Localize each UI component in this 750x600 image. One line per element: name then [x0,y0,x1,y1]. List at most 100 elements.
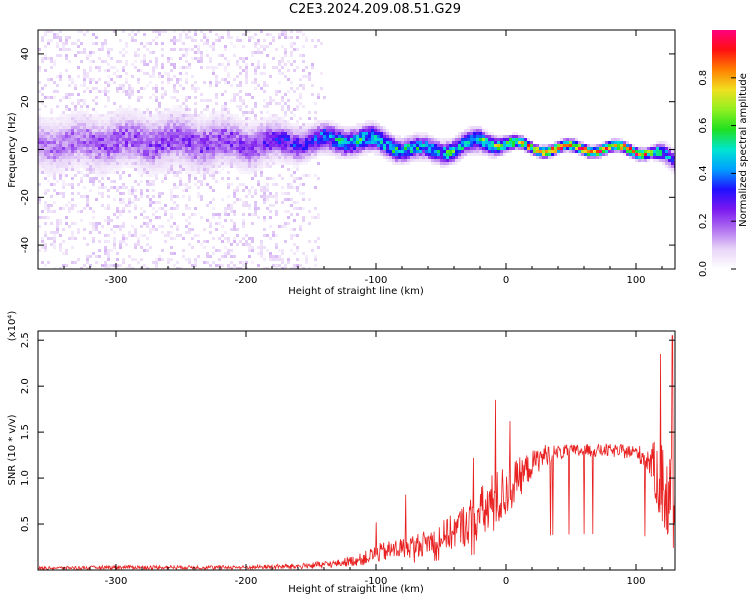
spectrogram-cell [206,165,209,168]
spectrogram-cell [119,228,122,231]
spectrogram-cell [74,159,77,162]
spectrogram-cell [197,171,200,174]
spectrogram-cell [233,240,236,243]
spectrogram-cell [194,87,197,90]
spectrogram-cell [131,189,134,192]
spectrogram-cell [194,162,197,165]
spectrogram-cell [209,174,212,177]
spectrogram-cell [161,93,164,96]
spectrogram-cell [278,174,281,177]
spectrogram-cell [221,153,224,156]
spectrogram-cell [116,123,119,126]
spectrogram-cell [422,153,425,156]
spectrogram-cell [164,30,167,33]
spectrogram-cell [65,42,68,45]
spectrogram-cell [161,48,164,51]
spectrogram-cell [395,141,398,144]
spectrogram-cell [365,150,368,153]
spectrogram-cell [119,153,122,156]
spectrogram-cell [488,150,491,153]
spectrogram-cell [221,168,224,171]
spectrogram-cell [146,150,149,153]
spectrogram-cell [608,150,611,153]
spectrogram-cell [446,162,449,165]
spectrogram-cell [227,129,230,132]
spectrogram-cell [365,126,368,129]
spectrogram-cell [65,153,68,156]
spectrogram-cell [62,195,65,198]
spectrogram-cell [665,144,668,147]
spectrogram-cell [563,150,566,153]
spectrogram-cell [464,132,467,135]
spectrogram-cell [245,159,248,162]
spectrogram-cell [452,159,455,162]
spectrogram-cell [158,105,161,108]
spectrogram-cell [281,33,284,36]
spectrogram-cell [179,171,182,174]
spectrogram-cell [128,189,131,192]
spectrogram-cell [203,168,206,171]
spectrogram-cell [83,174,86,177]
spectrogram-cell [155,99,158,102]
spectrogram-cell [275,153,278,156]
spectrogram-cell [251,135,254,138]
spectrogram-cell [281,66,284,69]
spectrogram-cell [146,225,149,228]
spectrogram-cell [671,147,674,150]
spectrogram-cell [242,135,245,138]
spectrogram-cell [233,93,236,96]
spectrogram-cell [431,147,434,150]
spectrogram-cell [125,141,128,144]
spectrogram-cell [194,81,197,84]
spectrogram-cell [299,84,302,87]
spectrogram-cell [62,117,65,120]
spectrogram-cell [296,141,299,144]
spectrogram-cell [251,108,254,111]
spectrogram-cell [617,147,620,150]
spectrogram-cell [446,159,449,162]
spectrogram-cell [617,150,620,153]
spectrogram-cell [44,243,47,246]
spectrogram-cell [176,165,179,168]
spectrogram-cell [143,249,146,252]
spectrogram-cell [353,156,356,159]
spectrogram-cell [128,267,131,269]
spectrogram-cell [257,123,260,126]
spectrogram-cell [140,120,143,123]
spectrogram-cell [239,198,242,201]
spectrogram-cell [236,132,239,135]
spectrogram-cell [107,96,110,99]
spectrogram-cell [434,153,437,156]
spectrogram-cell [521,141,524,144]
spectrogram-cell [662,141,665,144]
spectrogram-cell [317,216,320,219]
spectrogram-cell [434,156,437,159]
spectrogram-cell [422,159,425,162]
spectrogram-cell [659,141,662,144]
spectrogram-cell [377,135,380,138]
spectrogram-cell [200,198,203,201]
spectrogram-cell [170,48,173,51]
spectrogram-cell [203,33,206,36]
spectrogram-cell [275,150,278,153]
spectrogram-cell [104,267,107,269]
spectrogram-cell [182,117,185,120]
spectrogram-cell [68,123,71,126]
spectrogram-cell [389,159,392,162]
spectrogram-cell [179,138,182,141]
spectrogram-cell [47,42,50,45]
spectrogram-cell [407,162,410,165]
spectrogram-cell [68,108,71,111]
spectrogram-cell [227,60,230,63]
spectrogram-cell [107,204,110,207]
spectrogram-cell [254,165,257,168]
spectrogram-cell [197,132,200,135]
spectrogram-cell [182,213,185,216]
spectrogram-cell [125,138,128,141]
spectrogram-cell [395,147,398,150]
spectrogram-cell [92,222,95,225]
spectrogram-cell [284,129,287,132]
spectrogram-cell [263,267,266,269]
spectrogram-cell [68,144,71,147]
spectrogram-cell [194,111,197,114]
